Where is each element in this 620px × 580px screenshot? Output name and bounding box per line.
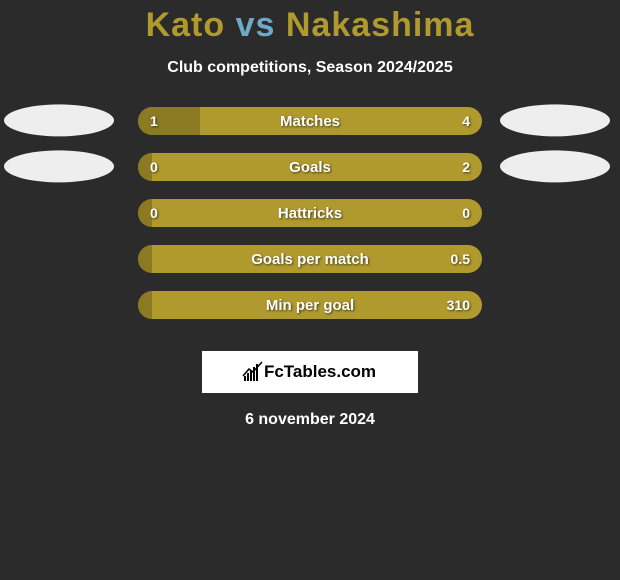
team-badge-right <box>500 104 610 136</box>
stat-row: 0Goals2 <box>0 153 620 199</box>
player2-name: Nakashima <box>286 6 475 44</box>
stat-bar: 1Matches4 <box>138 107 482 135</box>
bars-group: 1Matches40Goals20Hattricks0Goals per mat… <box>0 107 620 337</box>
stat-label: Hattricks <box>138 199 482 227</box>
comparison-card: Kato vs Nakashima Club competitions, Sea… <box>0 0 620 429</box>
stat-row: 1Matches4 <box>0 107 620 153</box>
subtitle: Club competitions, Season 2024/2025 <box>0 59 620 77</box>
stat-label: Goals <box>138 153 482 181</box>
team-badge-right <box>500 150 610 182</box>
stat-bar: Goals per match0.5 <box>138 245 482 273</box>
player1-name: Kato <box>146 6 226 44</box>
stat-bar: 0Goals2 <box>138 153 482 181</box>
stat-value-right: 4 <box>462 107 470 135</box>
page-title: Kato vs Nakashima <box>0 6 620 45</box>
stat-bar: 0Hattricks0 <box>138 199 482 227</box>
team-badge-left <box>4 104 114 136</box>
stat-label: Goals per match <box>138 245 482 273</box>
brand-logo: FcTables.com <box>202 351 418 393</box>
stat-row: Min per goal310 <box>0 291 620 337</box>
stat-row: 0Hattricks0 <box>0 199 620 245</box>
brand-text: FcTables.com <box>264 362 376 382</box>
date-text: 6 november 2024 <box>0 411 620 429</box>
stat-row: Goals per match0.5 <box>0 245 620 291</box>
stat-value-right: 0 <box>462 199 470 227</box>
stat-label: Min per goal <box>138 291 482 319</box>
stat-bar: Min per goal310 <box>138 291 482 319</box>
vs-word: vs <box>236 6 276 44</box>
stat-value-right: 310 <box>447 291 470 319</box>
stat-value-right: 0.5 <box>451 245 470 273</box>
team-badge-left <box>4 150 114 182</box>
chart-icon <box>244 363 258 381</box>
stat-value-right: 2 <box>462 153 470 181</box>
stat-label: Matches <box>138 107 482 135</box>
